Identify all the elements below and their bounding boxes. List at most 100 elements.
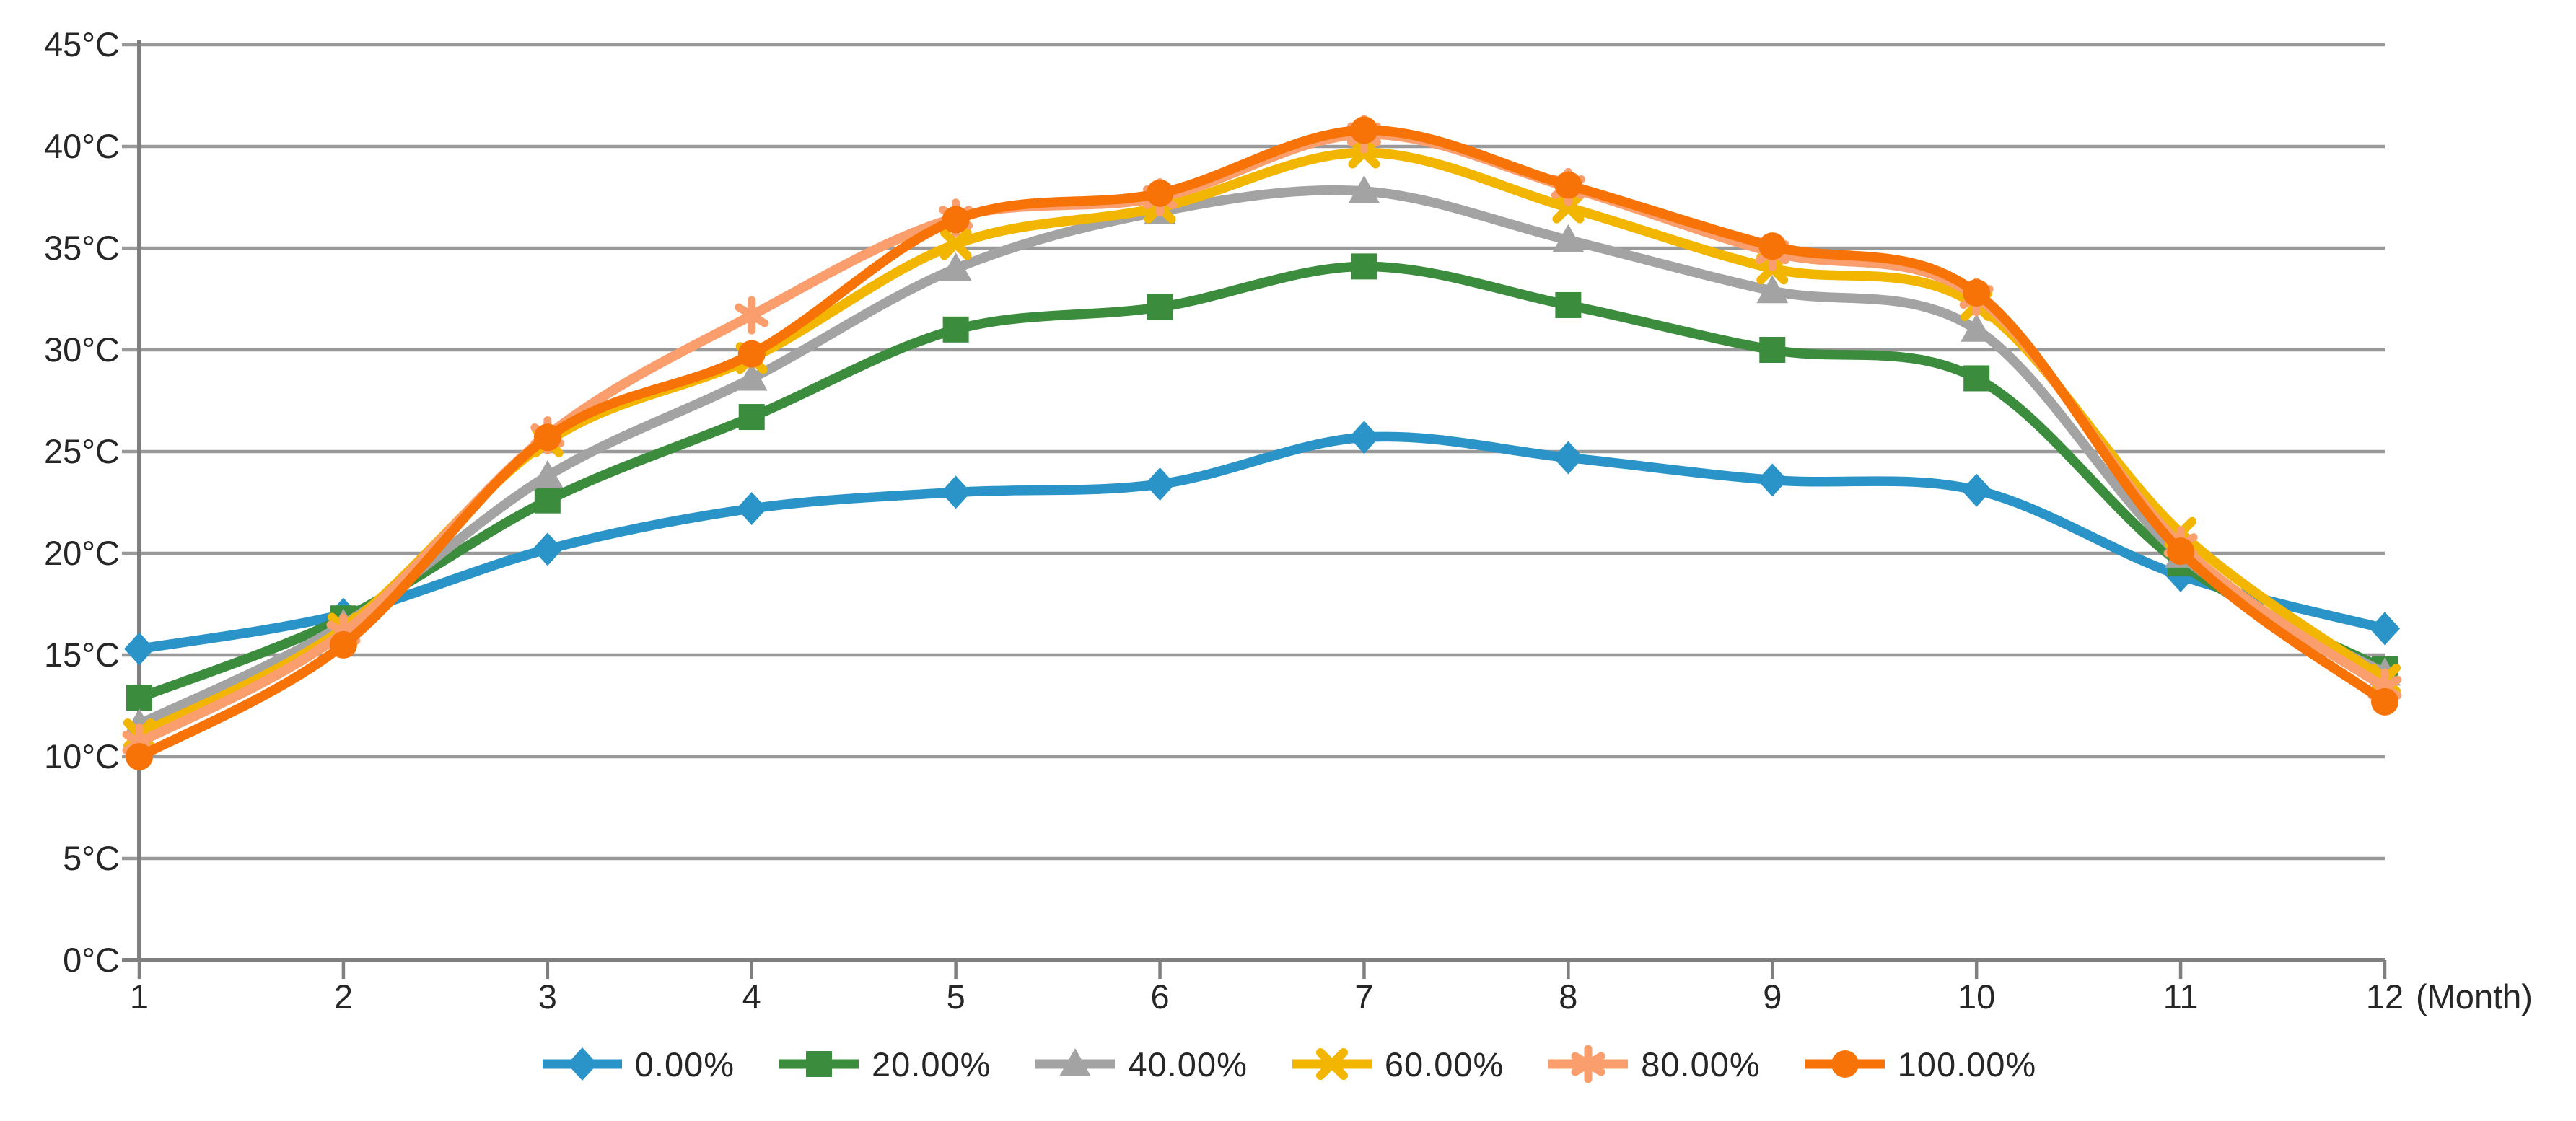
square-marker-icon xyxy=(1147,294,1173,320)
chart-legend: 0.00% 20.00% 40.00% 60.00% 80.00% 100.00% xyxy=(0,1043,2576,1085)
diamond-marker-icon xyxy=(532,532,563,566)
triangle-marker-icon xyxy=(1348,175,1380,204)
circle-marker-icon xyxy=(126,743,153,770)
circle-marker-icon xyxy=(1350,116,1378,144)
y-tick-label: 0°C xyxy=(63,941,120,979)
series-path xyxy=(134,125,2390,762)
triangle-marker-icon xyxy=(1756,275,1789,304)
triangle-marker-icon xyxy=(1961,313,1993,342)
legend-label: 40.00% xyxy=(1128,1045,1248,1083)
diamond-marker-icon xyxy=(940,475,971,509)
square-marker-icon xyxy=(942,316,969,343)
x-axis-unit-label: (Month) xyxy=(2416,977,2533,1016)
triangle-marker-icon xyxy=(1552,224,1585,252)
series-path xyxy=(134,261,2390,703)
x-tick-label: 7 xyxy=(1354,977,1373,1016)
x-axis-labels: 1 2 3 4 5 6 7 8 9 10 11 12 (Month) xyxy=(130,977,2533,1016)
diamond-marker-icon xyxy=(1144,467,1175,501)
x-tick-label: 12 xyxy=(2366,977,2404,1016)
x-tick-label: 4 xyxy=(742,977,761,1016)
x-marker-icon xyxy=(1315,1048,1348,1080)
y-tick-label: 5°C xyxy=(63,839,120,877)
gridlines xyxy=(122,43,2385,962)
square-marker-icon xyxy=(1963,365,1990,392)
diamond-marker-icon xyxy=(1553,441,1584,475)
y-tick-label: 30°C xyxy=(44,330,120,369)
y-tick-label: 25°C xyxy=(44,432,120,470)
y-tick-label: 45°C xyxy=(44,25,120,63)
x-marker-icon xyxy=(939,228,972,260)
legend-label: 0.00% xyxy=(634,1045,735,1083)
x-tick-label: 2 xyxy=(334,977,353,1016)
legend-item-000-percent: 0.00% xyxy=(540,1043,735,1085)
x-tick-label: 3 xyxy=(538,977,557,1016)
diamond-marker-icon xyxy=(2370,612,2400,646)
circle-marker-icon xyxy=(1831,1050,1859,1078)
circle-marker-icon xyxy=(737,340,766,368)
series-path xyxy=(134,185,2390,729)
diamond-marker-icon xyxy=(1961,473,1992,507)
square-legend-marker-icon xyxy=(779,1051,859,1077)
circle-marker-icon xyxy=(1554,171,1582,199)
x-legend-marker-icon xyxy=(1292,1048,1372,1080)
diamond-legend-marker-icon xyxy=(542,1047,622,1081)
y-tick-label: 10°C xyxy=(44,737,120,775)
circle-marker-icon xyxy=(942,206,970,234)
circle-marker-icon xyxy=(1758,232,1787,260)
triangle-marker-icon xyxy=(735,362,768,391)
y-tick-label: 20°C xyxy=(44,534,120,572)
square-marker-icon xyxy=(126,685,152,711)
x-tick-label: 5 xyxy=(947,977,965,1016)
diamond-marker-icon xyxy=(566,1047,597,1081)
legend-label: 20.00% xyxy=(872,1045,991,1083)
y-tick-label: 35°C xyxy=(44,229,120,267)
x-marker-icon xyxy=(1552,191,1585,224)
series-line-10000-percent xyxy=(126,116,2398,770)
legend-label: 60.00% xyxy=(1384,1045,1504,1083)
series-line-2000-percent xyxy=(126,253,2398,711)
y-tick-label: 15°C xyxy=(44,636,120,674)
circle-marker-icon xyxy=(329,630,357,659)
circle-marker-icon xyxy=(533,423,561,452)
legend-label: 80.00% xyxy=(1641,1045,1761,1083)
square-marker-icon xyxy=(1759,337,1786,363)
square-marker-icon xyxy=(1555,291,1582,318)
triangle-marker-icon xyxy=(531,460,564,488)
diamond-marker-icon xyxy=(1349,421,1380,454)
circle-marker-icon xyxy=(1963,279,1991,307)
legend-label: 100.00% xyxy=(1897,1045,2037,1083)
legend-item-10000-percent: 100.00% xyxy=(1802,1043,2037,1085)
diamond-marker-icon xyxy=(1757,463,1788,497)
y-tick-label: 40°C xyxy=(44,127,120,165)
circle-marker-icon xyxy=(1146,179,1174,207)
x-tick-label: 9 xyxy=(1763,977,1782,1016)
diamond-marker-icon xyxy=(736,491,767,525)
x-tick-label: 6 xyxy=(1150,977,1169,1016)
legend-item-6000-percent: 60.00% xyxy=(1289,1043,1504,1085)
legend-item-4000-percent: 40.00% xyxy=(1033,1043,1247,1085)
asterisk-marker-icon xyxy=(1571,1045,1605,1083)
square-marker-icon xyxy=(1351,253,1377,280)
square-marker-icon xyxy=(534,487,561,514)
series-path xyxy=(134,147,2390,739)
series-path xyxy=(134,431,2390,654)
triangle-marker-icon xyxy=(939,252,972,281)
triangle-legend-marker-icon xyxy=(1035,1048,1116,1076)
square-marker-icon xyxy=(738,404,765,431)
x-tick-label: 10 xyxy=(1958,977,1995,1016)
legend-item-2000-percent: 20.00% xyxy=(776,1043,991,1085)
legend-item-8000-percent: 80.00% xyxy=(1546,1043,1760,1085)
diamond-marker-icon xyxy=(124,632,154,666)
square-marker-icon xyxy=(806,1051,833,1077)
triangle-marker-icon xyxy=(1059,1048,1092,1076)
series-line-000-percent xyxy=(124,421,2400,666)
axes xyxy=(122,40,2387,979)
x-tick-label: 1 xyxy=(130,977,149,1016)
asterisk-marker-icon xyxy=(735,296,769,335)
circle-legend-marker-icon xyxy=(1805,1050,1885,1078)
circle-marker-icon xyxy=(2371,687,2398,716)
asterisk-legend-marker-icon xyxy=(1548,1045,1629,1083)
y-axis-labels: 0°C 5°C 10°C 15°C 20°C 25°C 30°C 35°C 40°C 45°C xyxy=(44,25,120,979)
